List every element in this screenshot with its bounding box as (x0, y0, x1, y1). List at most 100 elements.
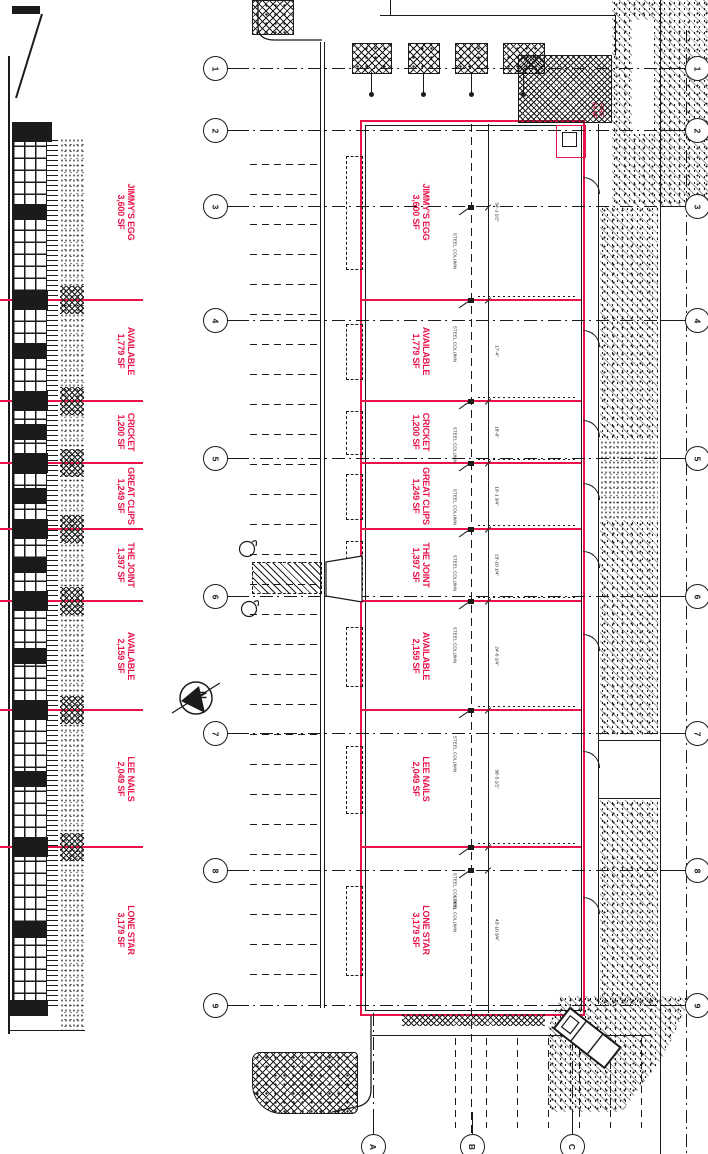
parking-stripe (250, 704, 318, 706)
elevation-pilaster (60, 587, 84, 615)
grid-bubble-number: 9 (203, 993, 228, 1018)
dimension-label: 18'-0" (494, 426, 500, 438)
storefront-canopy (346, 474, 363, 520)
grid-bubble-label: 3 (692, 204, 703, 209)
steel-column-point (468, 599, 474, 604)
steel-column-leader (458, 401, 470, 410)
grid-leader-right (660, 870, 685, 872)
grid-leader-left (227, 130, 249, 132)
grid-bubble-number: 8 (203, 858, 228, 883)
grid-leader-left (227, 870, 249, 872)
east-landscape-strip-3 (600, 520, 658, 735)
east-landscape-strip-4 (600, 800, 658, 1005)
steel-column-label-line: STEEL COLUMN (452, 488, 458, 526)
parking-stripe (250, 944, 318, 946)
grid-bubble-label: 6 (210, 594, 221, 599)
tenant-plan-label: THE JOINT 1,397 SF (411, 542, 431, 587)
storefront-canopy (346, 626, 363, 687)
elevation-entry-awning (12, 488, 46, 504)
steel-column-label: STEEL COLUMN (452, 489, 457, 525)
grid-bubble-label: 2 (210, 128, 221, 133)
grid-centerline (236, 206, 678, 208)
tenant-plan-label-line: THE JOINT (421, 542, 432, 588)
entry-door-swing (583, 896, 600, 914)
tenant-elevation-label-line: 3,600 SF (116, 194, 126, 230)
dimension-label-line: 30'-5 1/2" (494, 768, 500, 789)
parking-planter (408, 43, 440, 74)
tenant-plan-label-line: 1,779 SF (411, 333, 421, 368)
storefront-canopy (346, 541, 363, 591)
steel-column-label: STEEL COLUMN (452, 627, 457, 663)
planter-stem-dot (468, 92, 474, 97)
grid-line-A (373, 1013, 375, 1131)
tenant-plan-label: GREAT CLIPS 1,249 SF (411, 467, 431, 525)
grid-leader-left (227, 458, 249, 460)
storefront-canopy (346, 323, 363, 380)
elevation-awning-band (12, 290, 48, 310)
tenant-elevation-label: AVAILABLE 1,779 SF (116, 326, 136, 374)
grid-centerline (236, 596, 678, 598)
tenant-plan-label-line: 2,049 SF (411, 761, 421, 796)
tenant-plan-label-line: LONE STAR (421, 905, 432, 955)
tenant-plan-label-line: 1,397 SF (411, 547, 421, 583)
steel-column-point (468, 708, 474, 713)
grid-bubble-label: 3 (210, 204, 221, 209)
parking-stripe (250, 224, 318, 226)
grid-leader-right (660, 733, 685, 735)
planter-stem (423, 72, 425, 92)
storefront-canopy (346, 411, 363, 455)
elevation-ground-line (8, 56, 10, 1034)
grid-bubble-number: 4 (203, 308, 228, 333)
grid-leader-right (660, 68, 685, 70)
parking-stripe (250, 314, 318, 316)
entry-door-swing (583, 419, 600, 437)
building-wall (365, 125, 582, 1011)
grid-bubble-label: 5 (210, 456, 221, 461)
parking-stripe (250, 824, 318, 826)
grid-bubble-number: 3 (685, 194, 708, 219)
grid-leader-right (660, 458, 685, 460)
elevation-awning-band (12, 391, 48, 411)
storefront-dotted-line (478, 459, 576, 461)
parking-planter (503, 43, 545, 74)
parking-stripe (250, 164, 318, 166)
steel-column-label: STEEL COLUMN (452, 555, 457, 591)
dimension-label-line: 23'-10 1/4" (494, 554, 500, 576)
parking-stripe (250, 374, 318, 376)
planter-stem-dot (421, 92, 426, 97)
elevation-entry-awning (12, 922, 46, 938)
tenant-elevation-label: LONE STAR 3,179 SF (116, 905, 136, 955)
grid-bubble-letter: B (460, 1134, 485, 1154)
parking-stripe (250, 764, 318, 766)
parking-curb-line-2 (324, 42, 326, 1008)
elevation-pilaster (60, 286, 84, 314)
parking-stripe (250, 854, 318, 856)
tenant-plan-label: LEE NAILS 2,049 SF (411, 756, 431, 801)
steel-column-leader (458, 847, 470, 856)
planter-stem-dot (521, 92, 526, 97)
grid-centerline (236, 733, 678, 735)
grid-centerline (236, 130, 678, 132)
parking-stripe (250, 734, 318, 736)
planter-stem (371, 72, 373, 92)
entry-door-swing (583, 633, 600, 651)
dimension-label: 19'-1 3/4" (494, 486, 500, 506)
grid-bubble-label: 7 (210, 731, 221, 736)
tenant-plan-label: LONE STAR 3,179 SF (411, 905, 431, 955)
grid-bubble-label: 1 (692, 66, 703, 71)
entry-door-swing (583, 176, 600, 194)
grid-bubble-number: 1 (203, 56, 228, 81)
parking-stripe (250, 194, 318, 196)
steel-column-label: STEEL COLUMN (452, 326, 457, 362)
parking-stripe (641, 1038, 643, 1128)
grid-leader-right (660, 206, 685, 208)
grid-bubble-number: 8 (685, 858, 708, 883)
grid-bubble-number: 2 (685, 118, 708, 143)
steel-column-label-line: STEEL COLUMN (452, 554, 458, 592)
dimension-label-line: 19'-1 3/4" (494, 486, 500, 506)
elevation-entry-awning (12, 342, 46, 359)
trash-enclosure (252, 562, 322, 594)
tenant-elevation-label: CRICKET 1,200 SF (116, 413, 136, 452)
south-drive-edge (372, 1035, 650, 1037)
